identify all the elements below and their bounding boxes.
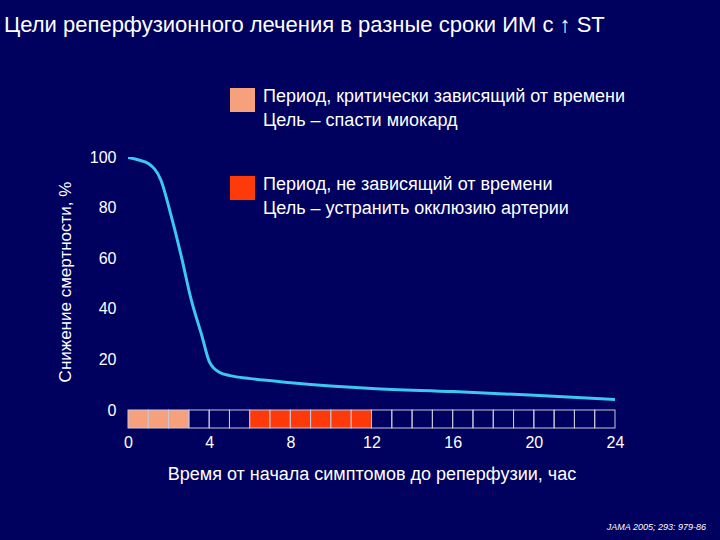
svg-text:40: 40: [99, 300, 117, 317]
svg-text:80: 80: [99, 199, 117, 216]
html-text:Цель – устранить окклюзию арте: Цель – устранить окклюзию артерии: [263, 198, 569, 218]
html-text:Время от начала симптомов до р: Время от начала симптомов до реперфузии,…: [167, 463, 577, 484]
html-text:Цель – спасти миокард: Цель – спасти миокард: [263, 110, 458, 130]
html-text:Цели реперфузионного лечения в: Цели реперфузионного лечения в разные ср…: [4, 12, 605, 37]
svg-text:4: 4: [205, 434, 214, 451]
svg-text:20: 20: [99, 351, 117, 368]
svg-text:0: 0: [108, 402, 117, 419]
html-text:Снижение смертности, %: Снижение смертности, %: [56, 181, 75, 383]
html-text:Период, критически зависящий о: Период, критически зависящий от времени: [263, 86, 626, 106]
html-text:JAMA 2005; 293: 979-86: JAMA 2005; 293: 979-86: [606, 522, 706, 532]
svg-text:0: 0: [124, 434, 133, 451]
svg-text:20: 20: [525, 434, 543, 451]
svg-text:60: 60: [99, 250, 117, 267]
svg-text:8: 8: [286, 434, 295, 451]
svg-text:16: 16: [444, 434, 462, 451]
svg-text:24: 24: [607, 434, 625, 451]
svg-text:12: 12: [363, 434, 381, 451]
svg-text:100: 100: [90, 149, 117, 166]
html-text:Период, не зависящий от времен: Период, не зависящий от времени: [263, 174, 553, 194]
